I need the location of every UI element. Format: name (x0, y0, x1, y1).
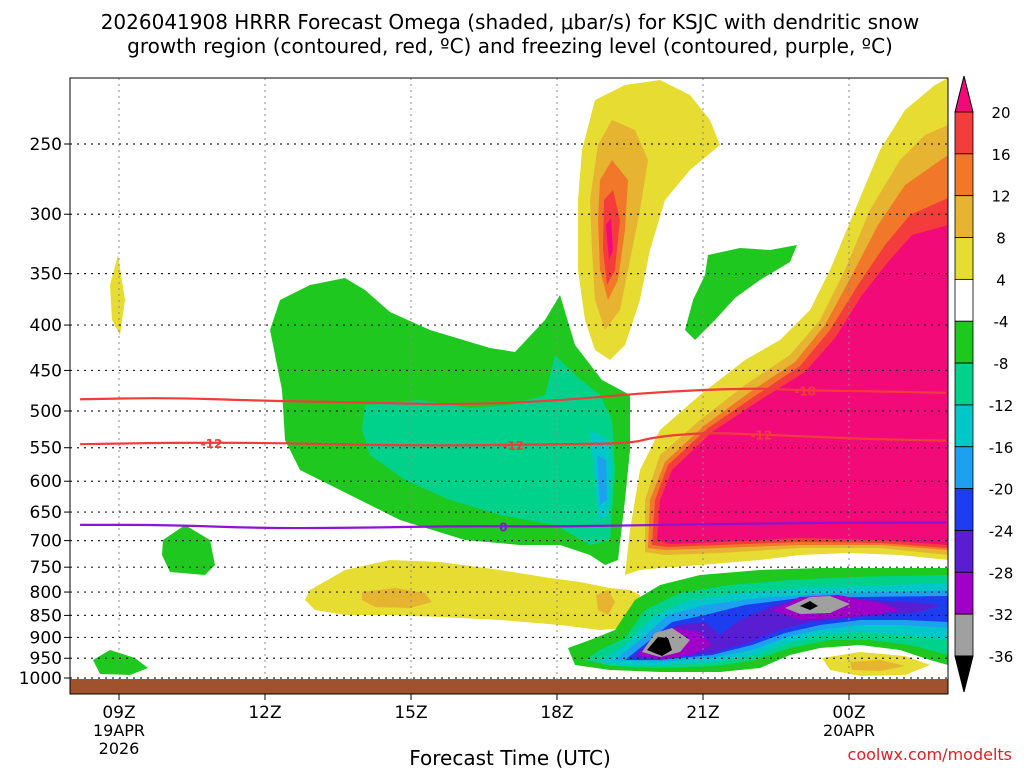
omega-region-neg8-upper (362, 355, 615, 545)
pressure-tick-label: 500 (30, 402, 62, 422)
colorbar-swatch (954, 278, 974, 322)
pressure-tick-label: 650 (30, 503, 62, 523)
time-tick-date-label: 19APR (93, 721, 145, 740)
omega-region-neg36-low (647, 601, 818, 656)
credit-text: coolwx.com/modelts (848, 745, 1012, 764)
pressure-tick-label: 400 (30, 316, 62, 336)
colorbar-label: 8 (996, 230, 1006, 248)
contour-label--12: -12 (751, 429, 773, 443)
colorbar-label: 20 (991, 104, 1010, 122)
colorbar-label: -28 (989, 564, 1014, 582)
pressure-tick-label: 300 (30, 205, 62, 225)
pressure-tick-label: 1000 (19, 669, 62, 689)
pressure-tick-label: 750 (30, 558, 62, 578)
pressure-tick-label: 550 (30, 439, 62, 459)
time-tick-label: 21Z (686, 703, 719, 723)
contour-line--18 (80, 387, 947, 406)
colorbar-label: 4 (996, 271, 1006, 289)
colorbar-label: -20 (989, 481, 1014, 499)
omega-region-pos8-bottom (850, 660, 905, 671)
time-tick-label: 00Z (832, 703, 865, 723)
colorbar-swatch (954, 404, 974, 448)
omega-region-pos4-small (110, 255, 125, 335)
colorbar-swatch (954, 571, 974, 615)
colorbar-swatch (954, 362, 974, 406)
colorbar-label: 16 (991, 146, 1010, 164)
colorbar-label: -32 (989, 606, 1014, 624)
ground-surface (70, 679, 948, 694)
time-tick-label: 09Z (102, 703, 135, 723)
omega-region-pos20-top (606, 218, 613, 260)
colorbar-top-triangle (954, 75, 974, 113)
time-tick-label: 15Z (394, 703, 427, 723)
colorbar-swatch (954, 237, 974, 280)
pressure-axis: 2503003504004505005506006507007508008509… (19, 135, 70, 689)
omega-region-neg16-upper (597, 455, 607, 505)
omega-colorbar: 20 16 12 8 4 -4 -8 -12 -16 -20 -24 -28 -32 -36 (954, 75, 1014, 693)
contour-label--12: -12 (201, 437, 223, 451)
colorbar-swatch (954, 320, 974, 364)
pressure-tick-label: 450 (30, 361, 62, 381)
omega-region-pos20-right (657, 225, 948, 545)
colorbar-swatch (954, 488, 974, 531)
pressure-tick-label: 800 (30, 583, 62, 603)
pressure-tick-label: 600 (30, 472, 62, 492)
x-axis-label: Forecast Time (UTC) (409, 746, 611, 768)
pressure-tick-label: 950 (30, 649, 62, 669)
chart-title-line-1: 2026041908 HRRR Forecast Omega (shaded, … (101, 10, 920, 34)
colorbar-swatch (954, 153, 974, 197)
time-tick-date-label: 20APR (823, 721, 875, 740)
omega-region-green-700 (162, 525, 215, 575)
plot-frame (69, 77, 949, 695)
pressure-tick-label: 900 (30, 628, 62, 648)
colorbar-label: -36 (989, 648, 1014, 666)
colorbar-swatch (954, 111, 974, 155)
colorbar-swatch (954, 613, 974, 657)
pressure-tick-label: 700 (30, 532, 62, 552)
pressure-tick-label: 350 (30, 265, 62, 285)
pressure-tick-label: 850 (30, 606, 62, 626)
omega-region-neg32-low (642, 596, 850, 657)
colorbar-label: -16 (989, 439, 1014, 457)
colorbar-swatch (954, 446, 974, 490)
temperature-contours: -18 -12 -12 -12 0 (80, 384, 947, 534)
contour-line-0 (80, 521, 947, 530)
omega-region-green-350 (685, 245, 797, 340)
omega-region-pos4-lower (305, 560, 640, 630)
colorbar-label: -24 (989, 522, 1014, 540)
colorbar-label: -12 (989, 397, 1014, 415)
chart-title-line-2: growth region (contoured, red, ºC) and f… (127, 34, 893, 58)
omega-region-green-950 (93, 650, 148, 675)
contour-label-0: 0 (499, 520, 507, 534)
colorbar-swatch (954, 530, 974, 573)
omega-shading (93, 78, 948, 676)
omega-region-pos8-lower-a (362, 588, 432, 608)
contour-line--12 (80, 432, 947, 447)
contour-label--18: -18 (794, 384, 816, 398)
time-tick-year-label: 2026 (99, 739, 140, 758)
time-tick-label: 18Z (540, 703, 573, 723)
pressure-tick-label: 250 (30, 135, 62, 155)
contour-label--12: -12 (502, 439, 524, 453)
colorbar-bottom-triangle (954, 655, 974, 693)
colorbar-label: -8 (994, 355, 1009, 373)
colorbar-label: -4 (994, 313, 1009, 331)
time-gridlines (118, 78, 850, 681)
omega-region-pos8-lower-b (596, 590, 615, 615)
time-tick-label: 12Z (248, 703, 281, 723)
colorbar-label: 12 (991, 188, 1010, 206)
colorbar-swatch (954, 195, 974, 238)
